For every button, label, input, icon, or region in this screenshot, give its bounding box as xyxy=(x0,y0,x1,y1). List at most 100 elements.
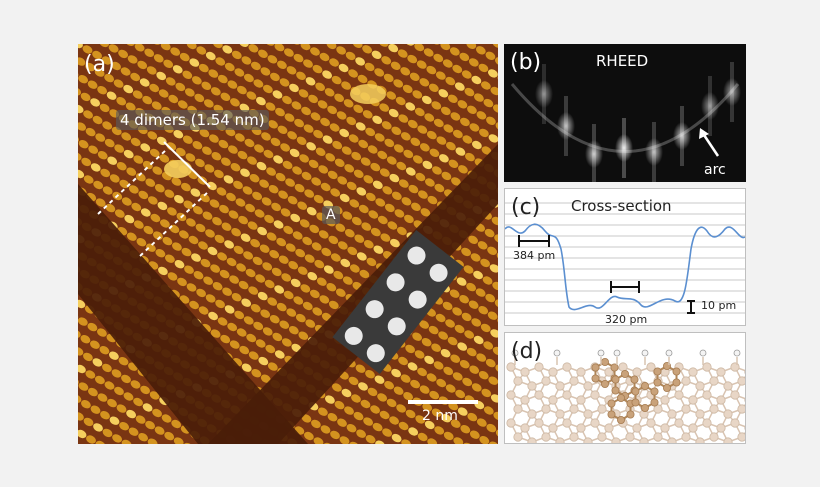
substrate-atom xyxy=(730,418,740,428)
bright-island xyxy=(350,84,386,104)
substrate-atom xyxy=(688,367,698,377)
substrate-atom xyxy=(548,367,558,377)
hydrogen-atom xyxy=(641,349,649,357)
adsorbate-atom xyxy=(650,398,659,407)
substrate-atom xyxy=(702,418,712,428)
atomic-model-panel: (d) xyxy=(504,332,746,444)
substrate-atom xyxy=(569,432,579,442)
substrate-atom xyxy=(534,390,544,400)
adsorbate-atom xyxy=(601,357,610,366)
substrate-atom xyxy=(730,362,740,372)
substrate-atom xyxy=(562,362,572,372)
adsorbate-atom xyxy=(607,410,616,419)
substrate-atom xyxy=(506,390,516,400)
substrate-atom xyxy=(674,418,684,428)
dimer-measure-line xyxy=(163,141,211,188)
rheed-pattern xyxy=(510,62,741,182)
substrate-atom xyxy=(695,409,705,419)
substrate-atom xyxy=(632,423,642,433)
substrate-atom xyxy=(520,395,530,405)
adsorbate-atom xyxy=(630,375,639,384)
substrate-atom xyxy=(520,423,530,433)
substrate-atom xyxy=(681,376,691,386)
substrate-atom xyxy=(730,390,740,400)
trench-left xyxy=(78,184,308,444)
hydrogen-atom xyxy=(553,349,561,357)
hydrogen-atom xyxy=(665,349,673,357)
substrate-atom xyxy=(520,367,530,377)
rheed-spot xyxy=(673,122,691,150)
rheed-spot xyxy=(701,92,719,120)
substrate-atom xyxy=(653,404,663,414)
adsorbate-atom xyxy=(591,374,600,383)
inset-spot xyxy=(407,246,426,265)
bright-island xyxy=(164,160,192,178)
substrate-atom xyxy=(681,432,691,442)
adsorbate-atom xyxy=(601,380,610,389)
atomic-model xyxy=(506,349,745,443)
adsorbate-atom xyxy=(653,367,662,376)
substrate-atom xyxy=(527,381,537,391)
substrate-atom xyxy=(737,432,745,442)
substrate-atom xyxy=(576,395,586,405)
substrate-atom xyxy=(639,437,649,443)
substrate-atom xyxy=(513,432,523,442)
profile-line xyxy=(505,223,745,311)
substrate-atom xyxy=(548,395,558,405)
marker-a-label: A xyxy=(322,206,340,224)
rheed-spot xyxy=(645,138,663,166)
substrate-atom xyxy=(723,409,733,419)
substrate-atom xyxy=(604,367,614,377)
panel-b-label: (b) xyxy=(510,50,542,75)
adsorbate-atom xyxy=(640,404,649,413)
substrate-atom xyxy=(597,432,607,442)
scale-bar-label: 2 nm xyxy=(422,408,458,424)
substrate-atom xyxy=(667,437,677,443)
arc-label: arc xyxy=(704,162,726,178)
rheed-spot xyxy=(585,140,603,168)
scale-bar xyxy=(408,400,478,404)
substrate-atom xyxy=(583,437,593,443)
substrate-atom xyxy=(716,395,726,405)
substrate-atom xyxy=(702,362,712,372)
substrate-atom xyxy=(632,367,642,377)
substrate-atom xyxy=(681,404,691,414)
substrate-atom xyxy=(674,390,684,400)
adsorbate-atom xyxy=(617,394,626,403)
substrate-atom xyxy=(555,381,565,391)
substrate-atom xyxy=(541,432,551,442)
stm-image-panel: (a) 4 dimers (1.54 nm) A 2 nm xyxy=(78,44,498,444)
annotation-10pm: 10 pm xyxy=(701,299,737,312)
substrate-atom xyxy=(695,437,705,443)
adsorbate-atom xyxy=(591,363,600,372)
adsorbate-atom xyxy=(617,416,626,425)
cross-section-panel: (c) Cross-section 384 pm 320 pm 10 pm xyxy=(504,188,746,326)
hydrogen-atom xyxy=(597,349,605,357)
stm-image xyxy=(78,44,498,444)
substrate-atom xyxy=(688,423,698,433)
substrate-atom xyxy=(583,381,593,391)
substrate-atom xyxy=(618,362,628,372)
substrate-atom xyxy=(716,423,726,433)
adsorbate-atom xyxy=(631,387,640,396)
adsorbate-atom xyxy=(611,375,620,384)
substrate-atom xyxy=(527,437,537,443)
adsorbate-atom xyxy=(650,387,659,396)
rheed-spot xyxy=(535,80,553,108)
hydrogen-atom xyxy=(699,349,707,357)
inset-spot xyxy=(365,300,384,319)
adsorbate-atom xyxy=(607,399,616,408)
substrate-atom xyxy=(723,437,733,443)
inset-spot xyxy=(429,263,448,282)
adsorbate-atom xyxy=(640,382,649,391)
substrate-atom xyxy=(513,404,523,414)
substrate-atom xyxy=(737,376,745,386)
adsorbate-atom xyxy=(672,367,681,376)
substrate-atom xyxy=(709,432,719,442)
adsorbate-atom xyxy=(672,378,681,387)
cross-section-title: Cross-section xyxy=(571,197,672,215)
inset-spot xyxy=(386,273,405,292)
substrate-atom xyxy=(723,381,733,391)
substrate-atom xyxy=(569,404,579,414)
inset-spot xyxy=(366,344,385,363)
